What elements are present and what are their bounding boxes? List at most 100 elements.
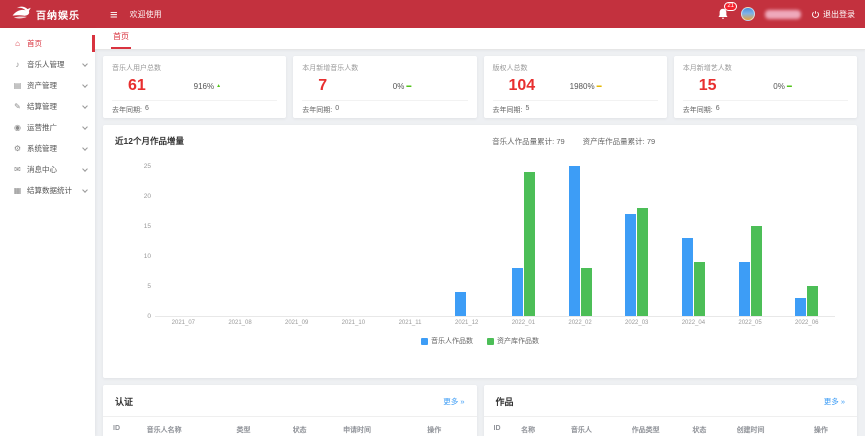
- bar-group: [212, 165, 269, 316]
- chevron-down-icon: [82, 165, 88, 172]
- chart-bar: [738, 262, 750, 316]
- stat-title: 本月新增音乐人数: [302, 65, 359, 72]
- sidebar-item-label: 运营推广: [27, 123, 57, 132]
- legend-swatch-icon: [421, 337, 428, 345]
- y-axis-tick: 0: [147, 313, 151, 320]
- sidebar-item-label: 结算管理: [27, 102, 57, 111]
- works-panel: 作品 更多 » ID 名称 音乐人 作品类型 状态 创建时间 操作: [483, 385, 858, 436]
- bar-group: [552, 165, 609, 316]
- stat-title: 版权人总数: [492, 65, 528, 72]
- stat-percent: 0% ▬: [773, 81, 792, 91]
- column-header: 操作: [427, 427, 442, 434]
- stat-percent: 916% ▲: [193, 81, 222, 91]
- sidebar-item-message-center[interactable]: ✉ 消息中心: [0, 159, 95, 180]
- trend-flat-icon: ▬: [786, 82, 792, 89]
- sidebar-item-label: 音乐人管理: [27, 60, 65, 69]
- chart-bar: [568, 166, 580, 316]
- chart-summary: 音乐人作品量累计: 79 资产库作品量累计: 79: [492, 136, 656, 146]
- chart-bar: [523, 172, 535, 316]
- sidebar-item-asset-mgmt[interactable]: ▤ 资产管理: [0, 75, 95, 96]
- x-axis-label: 2021_11: [398, 320, 422, 326]
- column-header: ID: [113, 425, 120, 432]
- sidebar-item-home[interactable]: ⌂ 首页: [0, 33, 95, 54]
- legend-item[interactable]: 资产库作品数: [487, 336, 539, 346]
- chart-bar: [625, 214, 637, 316]
- brand-logo[interactable]: 百纳娱乐: [10, 5, 96, 23]
- bar-group: [155, 165, 212, 316]
- sidebar-toggle-icon[interactable]: ≡: [110, 6, 118, 22]
- notification-badge: 21: [724, 2, 737, 11]
- stat-card-new-musicians: 本月新增音乐人数 7 0% ▬ 去年同期: 0: [293, 56, 477, 118]
- chart-bar: [693, 262, 705, 316]
- trend-flat-icon: ▬: [406, 82, 412, 89]
- bar-group: [325, 165, 382, 316]
- more-link[interactable]: 更多 »: [823, 397, 845, 406]
- x-axis-label: 2021_09: [285, 320, 309, 326]
- table-header-row: ID 名称 音乐人 作品类型 状态 创建时间 操作: [484, 417, 858, 435]
- tab-home[interactable]: 首页: [111, 31, 131, 49]
- column-header: ID: [493, 425, 501, 432]
- logout-button[interactable]: 退出登录: [811, 9, 855, 20]
- chevron-down-icon: [82, 144, 88, 151]
- stat-card-musician-total: 音乐人用户总数 61 916% ▲ 去年同期: 6: [103, 56, 287, 118]
- column-header: 音乐人名称: [146, 427, 182, 434]
- legend-item[interactable]: 音乐人作品数: [421, 336, 473, 346]
- chevron-down-icon: [82, 81, 88, 88]
- chart-bar: [580, 268, 592, 316]
- sidebar-item-settlement-stats[interactable]: ▦ 结算数据统计: [0, 180, 95, 201]
- x-axis-label: 2022_04: [681, 320, 706, 326]
- sidebar-item-label: 资产管理: [27, 81, 57, 90]
- bar-group: [268, 165, 325, 316]
- chart-bar: [455, 292, 467, 316]
- sidebar-item-settlement-mgmt[interactable]: ✎ 结算管理: [0, 96, 95, 117]
- column-header: 申请时间: [343, 427, 372, 434]
- more-link[interactable]: 更多 »: [443, 397, 465, 406]
- stat-percent: 0% ▬: [392, 81, 412, 91]
- chart-bar: [750, 226, 762, 316]
- notification-bell-icon[interactable]: 21: [715, 2, 737, 22]
- x-axis-label: 2021_07: [171, 320, 196, 326]
- chart-bar: [807, 286, 819, 316]
- x-axis-label: 2021_10: [341, 320, 366, 326]
- welcome-text: 欢迎使用: [129, 9, 162, 19]
- stat-value: 15: [698, 77, 717, 94]
- home-icon: ⌂: [15, 39, 20, 48]
- chevron-down-icon: [82, 102, 88, 109]
- legend-label: 资产库作品数: [497, 338, 539, 345]
- certification-panel: 认证 更多 » ID 音乐人名称 类型 状态 申请时间 操作: [103, 385, 477, 436]
- stat-footer: 去年同期: 6: [112, 100, 278, 115]
- sidebar-item-promotion[interactable]: ◉ 运营推广: [0, 117, 95, 138]
- trend-flat-icon: ▬: [596, 82, 602, 89]
- sidebar-item-system-mgmt[interactable]: ⚙ 系统管理: [0, 138, 95, 159]
- stat-footer: 去年同期: 6: [682, 100, 848, 115]
- x-axis-label: 2021_08: [228, 320, 252, 326]
- x-axis-label: 2022_03: [625, 320, 649, 326]
- app-header: 百纳娱乐 ≡ 欢迎使用 21 退出登录: [0, 0, 865, 28]
- works-growth-chart-card: 近12个月作品增量 音乐人作品量累计: 79 资产库作品量累计: 79 0 5 10…: [103, 125, 857, 378]
- stat-card-copyright-total: 版权人总数 104 1980% ▬ 去年同期: 5: [483, 56, 667, 118]
- stat-footer: 去年同期: 0: [302, 100, 468, 115]
- bar-chart-plot: 0 5 10 15 20 25: [144, 163, 835, 320]
- sidebar-item-musician-mgmt[interactable]: ♪ 音乐人管理: [0, 54, 95, 75]
- chart-bar: [795, 298, 807, 316]
- x-axis-label: 2022_02: [568, 320, 592, 326]
- stat-value: 7: [318, 77, 328, 94]
- panel-title: 认证: [115, 397, 134, 407]
- chart-bar: [637, 208, 649, 316]
- sidebar-item-label: 首页: [27, 39, 42, 48]
- bird-logo-icon: [10, 5, 36, 23]
- bars-area: [155, 165, 835, 317]
- stat-footer: 去年同期: 5: [492, 100, 658, 115]
- avatar[interactable]: [741, 7, 755, 21]
- sidebar: ⌂ 首页 ♪ 音乐人管理 ▤ 资产管理 ✎ 结算管理 ◉ 运营推广 ⚙ 系统管理: [0, 28, 95, 436]
- stat-card-new-artists: 本月新增艺人数 15 0% ▬ 去年同期: 6: [673, 56, 857, 118]
- stats-icon: ▦: [13, 186, 22, 195]
- header-actions: 21 退出登录: [715, 2, 855, 22]
- chart-bar: [681, 238, 693, 316]
- y-axis-tick: 15: [143, 223, 151, 230]
- message-icon: ✉: [14, 165, 21, 174]
- column-header: 状态: [692, 427, 707, 434]
- column-header: 创建时间: [736, 427, 765, 434]
- y-axis: 0 5 10 15 20 25: [123, 163, 151, 320]
- legend-label: 音乐人作品数: [431, 338, 473, 345]
